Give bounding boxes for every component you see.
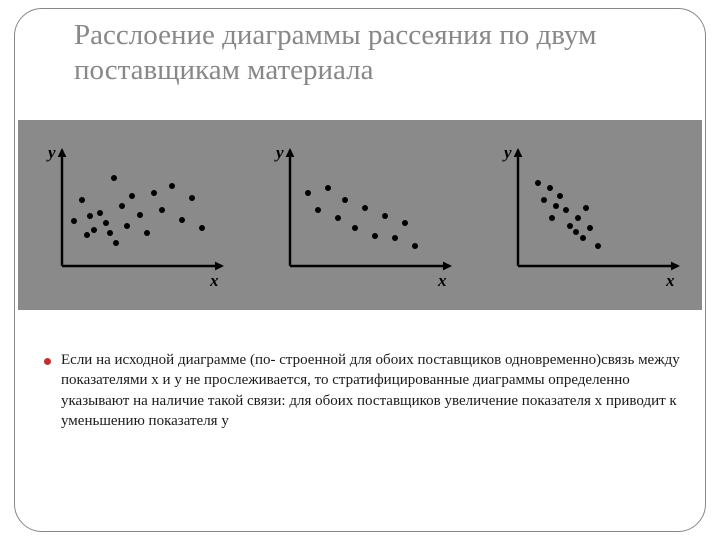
svg-text:x: x (209, 271, 219, 290)
svg-text:y: y (274, 143, 284, 162)
svg-text:x: x (437, 271, 447, 290)
scatter-chart-strip: yx yx yx (18, 120, 702, 310)
svg-text:y: y (502, 143, 512, 162)
body-bullet-row: Если на исходной диаграмме (по- строенно… (44, 350, 684, 431)
body-paragraph: Если на исходной диаграмме (по- строенно… (61, 350, 684, 431)
scatter-panel-combined: yx (32, 138, 232, 293)
slide-title: Расслоение диаграммы рассеяния по двум п… (74, 18, 664, 88)
scatter-panel-supplier-a: yx (260, 138, 460, 293)
svg-text:x: x (665, 271, 675, 290)
svg-text:y: y (46, 143, 56, 162)
bullet-icon (44, 358, 51, 365)
scatter-panel-supplier-b: yx (488, 138, 688, 293)
